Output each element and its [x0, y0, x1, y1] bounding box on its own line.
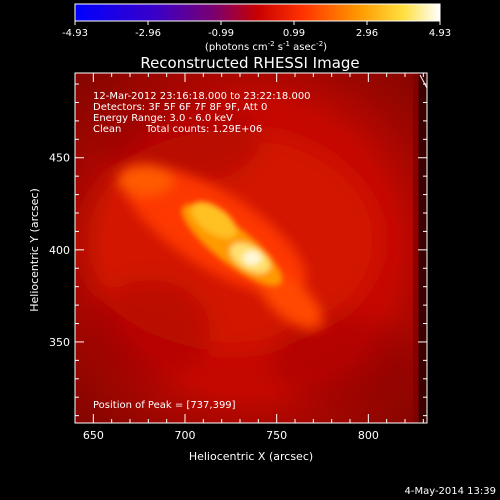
colorbar-tick-label: 4.93: [429, 28, 451, 39]
x-tick-label: 800: [358, 429, 379, 442]
energy-range-text: Energy Range: 3.0 - 6.0 keV: [93, 113, 233, 124]
edge-shading: [75, 73, 427, 423]
detectors-text: Detectors: 3F 5F 6F 7F 8F 9F, Att 0: [93, 102, 267, 113]
time-range-text: 12-Mar-2012 23:16:18.000 to 23:22:18.000: [93, 91, 311, 102]
colorbar-tick-label: -0.99: [208, 28, 234, 39]
colorbar-frame: [74, 3, 441, 22]
limb-dark-strip: [418, 73, 427, 423]
y-tick-label: 450: [49, 152, 70, 165]
x-tick-label: 750: [266, 429, 287, 442]
y-axis: 350 400 450: [49, 83, 427, 417]
solar-image: [75, 73, 427, 423]
y-tick-label: 400: [49, 244, 70, 257]
peak-position-text: Position of Peak = [737,399]: [93, 400, 236, 411]
colorbar: -4.93 -2.96 -0.99 0.99 2.96 4.93 (photons cm-…: [62, 3, 451, 53]
total-counts-text: Total counts: 1.29E+06: [145, 124, 262, 135]
y-tick-label: 350: [49, 336, 70, 349]
y-axis-label: Heliocentric Y (arcsec): [28, 188, 41, 312]
limb-line: [419, 74, 427, 89]
x-axis-label: Heliocentric X (arcsec): [189, 450, 313, 463]
x-tick-label: 700: [175, 429, 196, 442]
image-title: Reconstructed RHESSI Image: [140, 54, 359, 72]
colorbar-tick-label: -2.96: [135, 28, 161, 39]
colorbar-tick-label: 0.99: [283, 28, 305, 39]
colorbar-tick-label: 2.96: [356, 28, 378, 39]
colorbar-units: (photons cm-2 s-1 asec-2): [205, 40, 327, 53]
clean-label: Clean: [93, 124, 121, 135]
footer-date: 4-May-2014 13:39: [404, 486, 496, 497]
x-tick-label: 650: [83, 429, 104, 442]
colorbar-ticks: -4.93 -2.96 -0.99 0.99 2.96 4.93: [62, 21, 451, 39]
plot-frame: [74, 72, 428, 424]
colorbar-gradient: [75, 4, 440, 21]
x-axis: 650 700 750 800: [74, 73, 424, 442]
image-annotations: 12-Mar-2012 23:16:18.000 to 23:22:18.000…: [93, 91, 311, 411]
colorbar-tick-label: -4.93: [62, 28, 88, 39]
